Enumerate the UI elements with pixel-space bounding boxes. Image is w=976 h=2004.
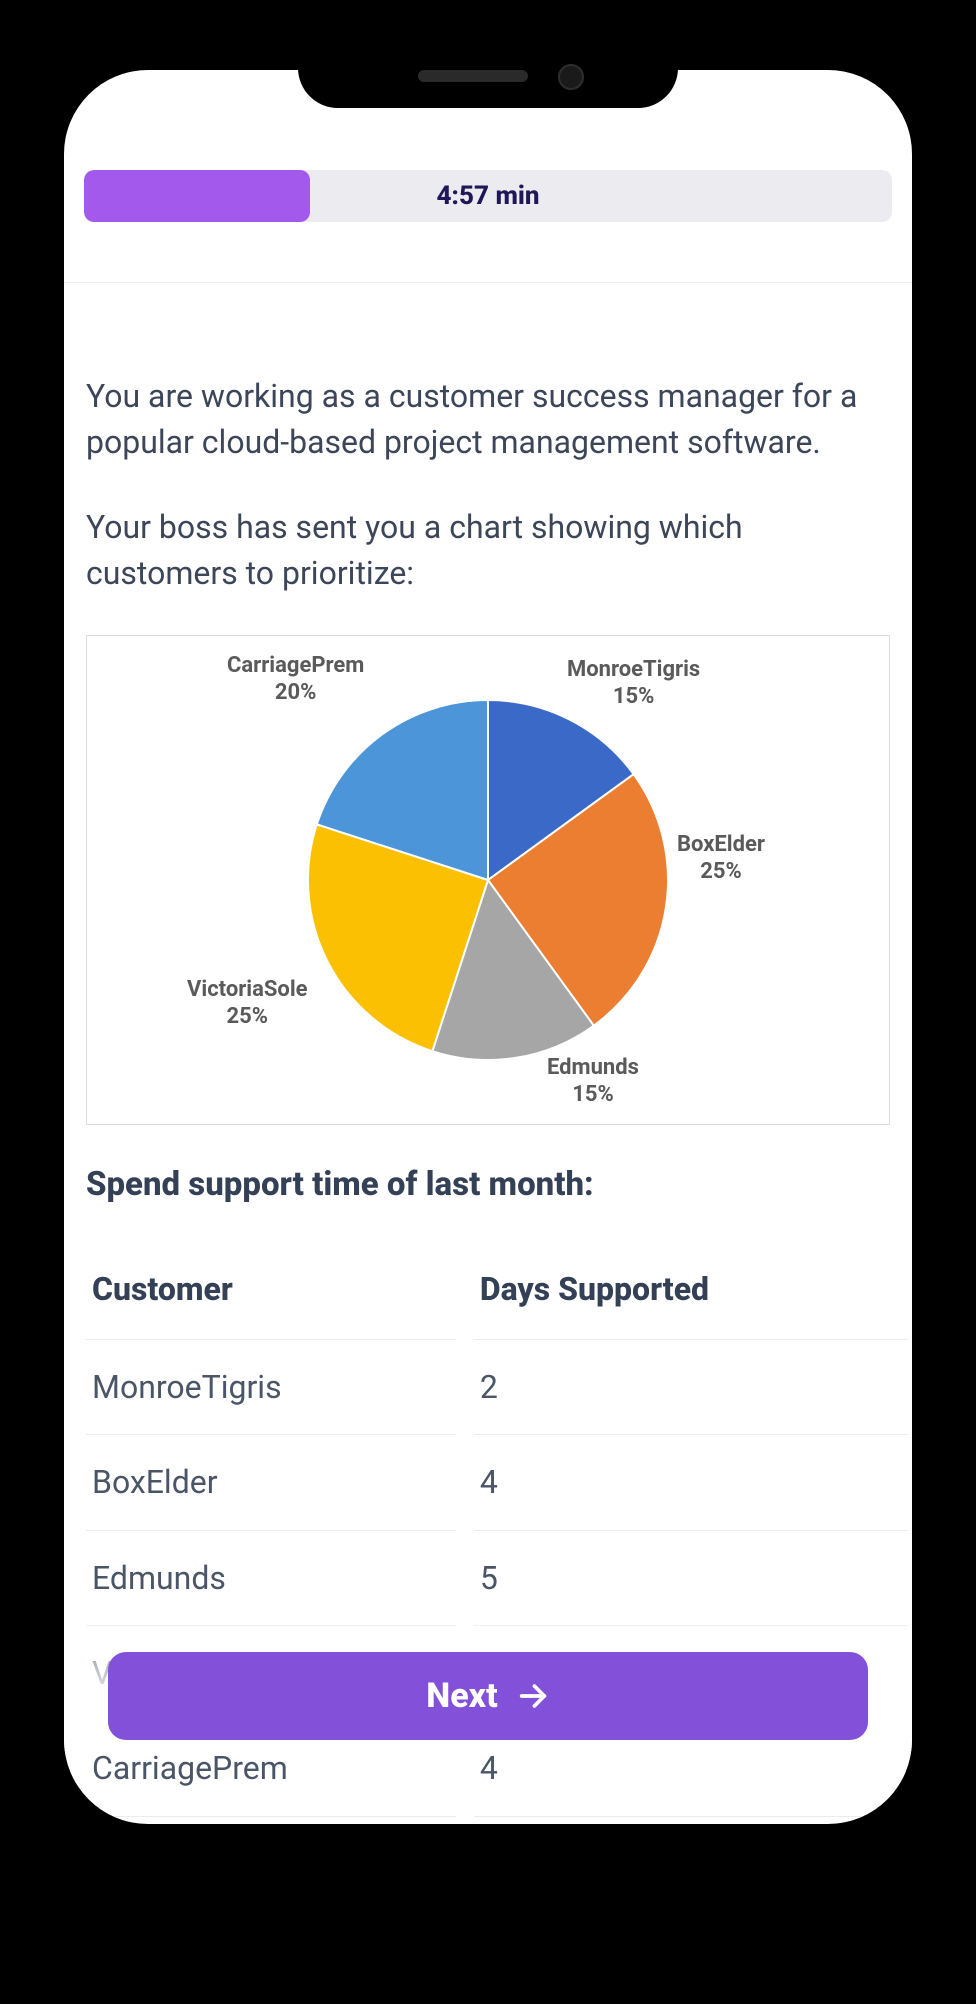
intro-paragraph-1: You are working as a customer success ma… [86,373,890,466]
next-button-label: Next [426,1676,497,1716]
timer-label: 4:57 min [436,181,539,211]
table-header: Days Supported [474,1266,908,1339]
app-content: 4:57 min You are working as a customer s… [64,70,912,1824]
arrow-right-icon [516,1679,550,1713]
intro-paragraph-2: Your boss has sent you a chart showing w… [86,504,890,597]
screen: 4:57 min You are working as a customer s… [64,70,912,1824]
table-cell: Edmunds [86,1531,456,1626]
pie-slice-label: Edmunds15% [547,1054,639,1109]
table-cell: BoxElder [86,1435,456,1530]
pie-chart-svg [308,700,668,1060]
progress-fill [84,170,310,222]
pie-slice-label: CarriagePrem20% [227,652,364,707]
pie-slice-label: VictoriaSole25% [187,976,308,1031]
progress-bar: 4:57 min [84,170,892,222]
table-header: Customer [86,1266,456,1339]
table-cell: 5 [474,1531,908,1626]
device-frame: 4:57 min You are working as a customer s… [0,0,976,2004]
table-cell: 2 [474,1340,908,1435]
section-title: Spend support time of last month: [86,1161,890,1209]
pie-slice-label: MonroeTigris15% [567,656,700,711]
table-cell: 4 [474,1435,908,1530]
next-button[interactable]: Next [108,1652,868,1740]
device-bezel: 4:57 min You are working as a customer s… [34,40,942,1854]
pie-chart: MonroeTigris15% BoxElder25% Edmunds15% Vict… [86,635,890,1125]
pie-slice-label: BoxElder25% [677,831,765,886]
table-cell: MonroeTigris [86,1340,456,1435]
device-notch [298,40,678,108]
question-body: You are working as a customer success ma… [64,283,912,1817]
